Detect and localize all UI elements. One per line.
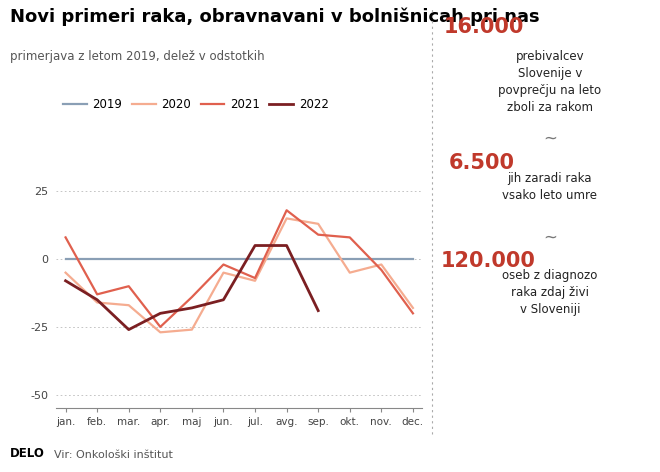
Text: Novi primeri raka, obravnavani v bolnišnicah pri nas: Novi primeri raka, obravnavani v bolnišn… (10, 7, 539, 25)
Text: primerjava z letom 2019, delež v odstotkih: primerjava z letom 2019, delež v odstotk… (10, 50, 265, 63)
Text: prebivalcev
Slovenije v
povprečju na leto
zboli za rakom: prebivalcev Slovenije v povprečju na let… (498, 50, 601, 114)
Text: jih zaradi raka
vsako leto umre: jih zaradi raka vsako leto umre (502, 172, 597, 202)
Text: 6.500: 6.500 (449, 153, 515, 173)
Text: DELO: DELO (10, 447, 45, 460)
Text: ~: ~ (543, 130, 557, 148)
Text: 16.000: 16.000 (444, 17, 524, 36)
Text: oseb z diagnozo
raka zdaj živi
v Sloveniji: oseb z diagnozo raka zdaj živi v Sloveni… (502, 269, 597, 316)
Legend: 2019, 2020, 2021, 2022: 2019, 2020, 2021, 2022 (58, 93, 333, 116)
Text: 120.000: 120.000 (440, 251, 535, 271)
Text: Vir: Onkološki inštitut: Vir: Onkološki inštitut (54, 450, 173, 460)
Text: ~: ~ (543, 229, 557, 247)
